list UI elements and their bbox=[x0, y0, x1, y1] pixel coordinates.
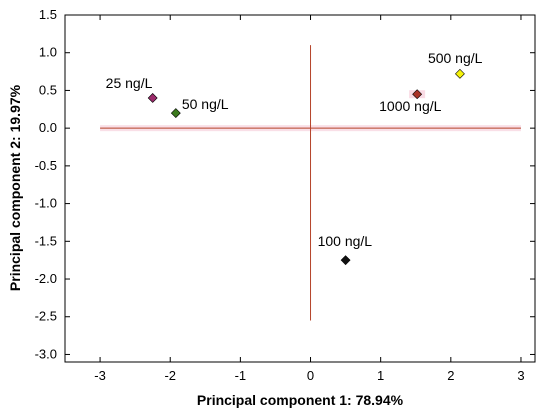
plot-area bbox=[64, 14, 536, 363]
y-tick-label: -1.5 bbox=[35, 233, 57, 248]
x-tick-label: 1 bbox=[377, 368, 384, 383]
x-tick-label: 0 bbox=[307, 368, 314, 383]
x-axis-title: Principal component 1: 78.94% bbox=[197, 392, 404, 408]
y-tick-label: 0.5 bbox=[39, 82, 57, 97]
data-point-label: 25 ng/L bbox=[106, 75, 153, 91]
x-tick-label: 3 bbox=[517, 368, 524, 383]
y-tick-label: -3.0 bbox=[35, 346, 57, 361]
data-points: 25 ng/L 50 ng/L 100 ng/L 500 ng/L 1000 ng/L bbox=[106, 50, 483, 266]
y-axis-ticks: 1.5 1.0 0.5 0.0 -0.5 -1.0 -1.5 -2.0 -2.5 -3.0 bbox=[35, 7, 535, 361]
y-tick-label: 1.5 bbox=[39, 7, 57, 22]
data-point-label: 100 ng/L bbox=[318, 233, 373, 249]
data-point-label: 50 ng/L bbox=[182, 96, 229, 112]
data-point-marker bbox=[340, 255, 351, 266]
y-axis-title: Principal component 2: 19.97% bbox=[7, 84, 23, 291]
y-tick-label: 1.0 bbox=[39, 45, 57, 60]
data-point-label: 500 ng/L bbox=[428, 50, 483, 66]
y-tick-label: -1.0 bbox=[35, 196, 57, 211]
x-tick-label: 2 bbox=[447, 368, 454, 383]
x-tick-label: -3 bbox=[94, 368, 106, 383]
data-point-marker bbox=[412, 89, 423, 100]
x-tick-label: -2 bbox=[164, 368, 176, 383]
data-point-label: 1000 ng/L bbox=[379, 98, 441, 114]
y-tick-label: -0.5 bbox=[35, 158, 57, 173]
data-point-marker bbox=[147, 93, 158, 103]
data-point-marker bbox=[455, 68, 465, 79]
y-tick-label: -2.0 bbox=[35, 271, 57, 286]
y-tick-label: -2.5 bbox=[35, 309, 57, 324]
x-tick-label: -1 bbox=[235, 368, 247, 383]
reference-lines bbox=[100, 45, 521, 321]
data-point-marker bbox=[170, 108, 181, 118]
x-axis-ticks: -3 -2 -1 0 1 2 3 bbox=[94, 15, 525, 383]
y-tick-label: 0.0 bbox=[39, 120, 57, 135]
